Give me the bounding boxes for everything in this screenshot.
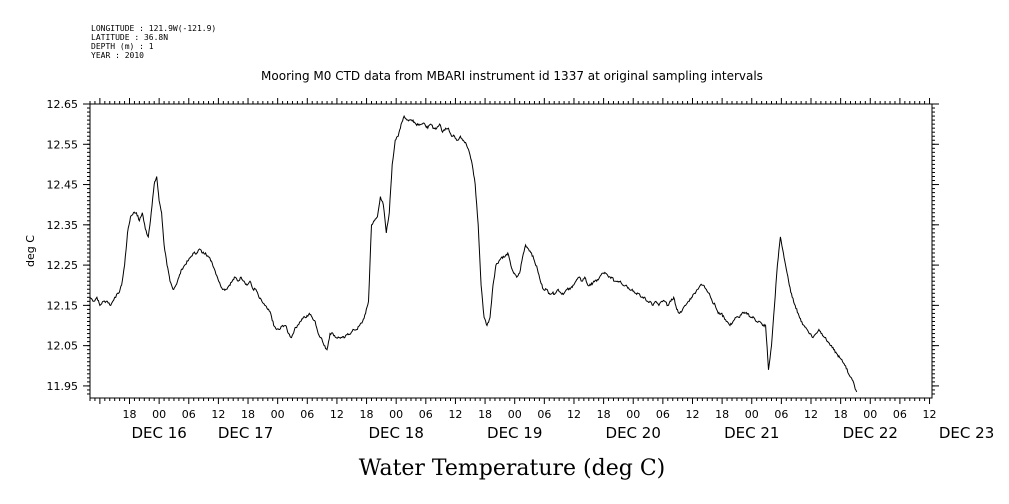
y-axis-label: deg C: [24, 235, 37, 267]
x-tick-label: 18: [597, 408, 611, 421]
x-tick-label: 18: [241, 408, 255, 421]
depth-text: DEPTH (m) : 1: [91, 42, 154, 51]
x-day-label: DEC 17: [218, 424, 273, 442]
x-tick-label: 00: [745, 408, 759, 421]
y-tick-label: 12.25: [47, 259, 79, 272]
x-tick-label: 12: [567, 408, 581, 421]
x-day-label: DEC 20: [606, 424, 661, 442]
x-tick-label: 00: [508, 408, 522, 421]
x-tick-label: 06: [300, 408, 314, 421]
latitude-text: LATITUDE : 36.8N: [91, 33, 168, 42]
plot-frame: [89, 103, 933, 399]
y-tick-label: 12.65: [47, 98, 79, 111]
bottom-label: Water Temperature (deg C): [359, 456, 666, 481]
x-tick-label: 12: [211, 408, 225, 421]
y-axis: 12.65 12.55 12.45 12.35 12.25 12.15 12.05 11.95: [47, 98, 939, 395]
chart-title: Mooring M0 CTD data from MBARI instrumen…: [261, 69, 763, 83]
x-tick-label: 18: [834, 408, 848, 421]
x-tick-label: 06: [774, 408, 788, 421]
y-tick-label: 11.95: [47, 380, 79, 393]
x-tick-label: 00: [152, 408, 166, 421]
x-tick-label: 18: [123, 408, 137, 421]
y-tick-label: 12.55: [47, 138, 79, 151]
y-tick-label: 12.35: [47, 219, 79, 232]
x-tick-label: 18: [715, 408, 729, 421]
x-day-label: DEC 19: [487, 424, 542, 442]
x-tick-label: 06: [182, 408, 196, 421]
x-tick-label: 12: [448, 408, 462, 421]
x-tick-label: 18: [360, 408, 374, 421]
x-tick-label: 00: [271, 408, 285, 421]
year-text: YEAR : 2010: [91, 51, 144, 60]
y-tick-label: 12.45: [47, 179, 79, 192]
x-tick-label: 18: [478, 408, 492, 421]
x-tick-label: 00: [863, 408, 877, 421]
x-tick-label: 00: [626, 408, 640, 421]
x-tick-label: 12: [685, 408, 699, 421]
x-tick-label: 12: [923, 408, 937, 421]
x-day-label: DEC 23: [939, 424, 994, 442]
longitude-text: LONGITUDE : 121.9W(-121.9): [91, 24, 216, 33]
y-tick-label: 12.15: [47, 299, 79, 312]
x-tick-label: 12: [330, 408, 344, 421]
metadata-block: LONGITUDE : 121.9W(-121.9) LATITUDE : 36…: [91, 24, 216, 60]
x-tick-label: 06: [419, 408, 433, 421]
x-day-label: DEC 18: [369, 424, 424, 442]
x-day-label: DEC 16: [131, 424, 186, 442]
x-tick-label: 12: [804, 408, 818, 421]
x-day-label: DEC 21: [724, 424, 779, 442]
x-tick-label: 06: [893, 408, 907, 421]
x-day-label: DEC 22: [843, 424, 898, 442]
x-tick-label: 06: [537, 408, 551, 421]
x-day-labels: DEC 16 DEC 17 DEC 18 DEC 19 DEC 20 DEC 21 DEC …: [131, 424, 994, 442]
x-tick-label: 06: [656, 408, 670, 421]
series-line-water-temperature: [89, 114, 858, 393]
y-tick-label: 12.05: [47, 340, 79, 353]
x-axis: 18 00 06 12 18 00 06 12 18 00 06 12 18 00 06 12 18 00 06 12…: [89, 98, 937, 421]
x-tick-label: 00: [389, 408, 403, 421]
